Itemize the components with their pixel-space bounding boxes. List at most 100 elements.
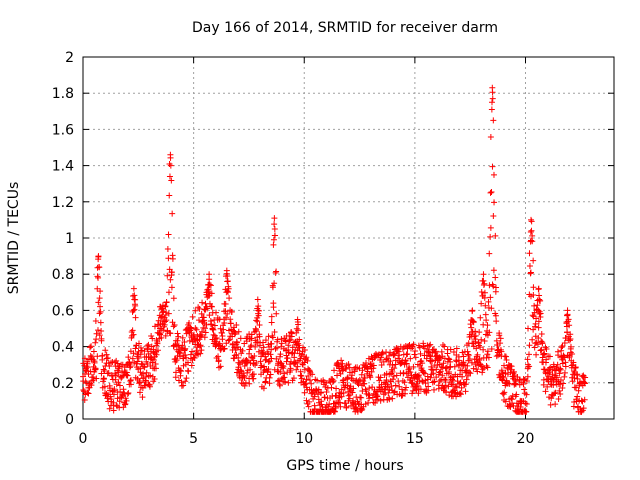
data-point [315,391,322,398]
data-point [437,368,444,375]
data-point [487,134,494,141]
data-point [164,246,171,253]
data-point [105,369,112,376]
data-point [274,378,281,385]
data-point [478,300,485,307]
y-tick-labels: 0 0.2 0.4 0.6 0.8 1 1.2 1.4 1.6 1.8 2 [52,50,74,428]
data-point [278,340,285,347]
data-point [182,378,189,385]
data-point [247,360,254,367]
data-point [537,313,544,320]
data-point [452,383,459,390]
data-point [458,384,465,391]
data-point [260,385,267,392]
data-point [97,319,104,326]
data-point [254,318,261,325]
data-point [248,342,255,349]
data-point [196,343,203,350]
data-point [566,337,573,344]
data-point [360,378,367,385]
data-point [535,335,542,342]
data-point [400,369,407,376]
data-point [135,354,142,361]
data-point [556,387,563,394]
data-point [488,345,495,352]
data-point [101,368,108,375]
data-point [127,381,134,388]
data-point [426,352,433,359]
data-point [328,384,335,391]
data-point [339,377,346,384]
data-point [402,357,409,364]
data-point [475,339,482,346]
data-point [390,373,397,380]
data-point [465,351,472,358]
data-point [250,371,257,378]
data-point [262,337,269,344]
data-point [331,408,338,415]
data-point [104,354,111,361]
y-tick-label: 0 [65,412,74,428]
data-point [96,310,103,317]
data-point [288,350,295,357]
data-point [93,330,100,337]
data-point [183,354,190,361]
data-point [438,348,445,355]
data-point [564,307,571,314]
data-point [462,381,469,388]
y-tick-label: 1.8 [52,86,74,102]
data-point [162,332,169,339]
data-point [284,355,291,362]
data-point [265,358,272,365]
data-point [574,393,581,400]
data-point [188,325,195,332]
data-point [581,379,588,386]
data-point [523,391,530,398]
data-point [412,354,419,361]
data-point [302,380,309,387]
data-point [93,375,100,382]
data-point [541,366,548,373]
data-point [558,344,565,351]
data-point [486,282,493,289]
data-point [123,369,130,376]
data-point [191,354,198,361]
data-point [285,379,292,386]
data-point [540,381,547,388]
data-point [573,398,580,405]
data-point [446,364,453,371]
data-point [139,394,146,401]
data-point [172,374,179,381]
data-point [323,389,330,396]
data-point [523,408,530,415]
data-point [557,391,564,398]
data-point [132,345,139,352]
data-point [390,389,397,396]
data-point [484,332,491,339]
data-point [535,307,542,314]
data-point [436,378,443,385]
data-point [206,271,213,278]
data-point [217,363,224,370]
data-point [466,369,473,376]
y-tick-label: 1.4 [52,159,74,175]
data-point [92,339,99,346]
data-point [356,365,363,372]
data-point [304,357,311,364]
data-point [441,343,448,350]
data-point [496,371,503,378]
data-point [162,318,169,325]
data-point [130,293,137,300]
data-point [92,317,99,324]
data-point [487,233,494,240]
data-point [536,296,543,303]
data-point [255,307,262,314]
data-point [397,360,404,367]
data-point [271,280,278,287]
data-point [268,319,275,326]
data-point [168,177,175,184]
data-point [248,354,255,361]
x-tick-labels: 0 5 10 15 20 [79,431,535,447]
data-point [501,362,508,369]
data-point [228,308,235,315]
